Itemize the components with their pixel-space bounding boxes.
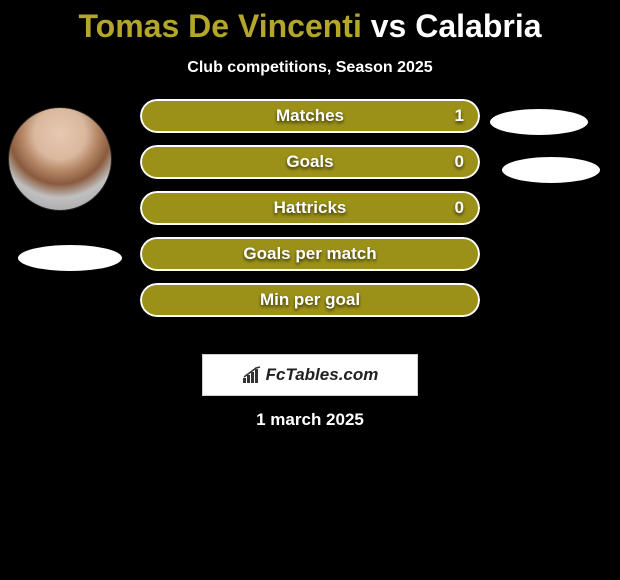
stat-bar-label: Matches (140, 106, 480, 126)
stat-bar-row: Hattricks0 (140, 191, 480, 225)
title-player1: Tomas De Vincenti (79, 8, 362, 44)
page-title: Tomas De Vincenti vs Calabria (0, 0, 620, 45)
player2-pill-2 (502, 157, 600, 183)
stat-bar-row: Goals per match (140, 237, 480, 271)
stat-bar-label: Hattricks (140, 198, 480, 218)
stat-bars: Matches1Goals0Hattricks0Goals per matchM… (140, 99, 480, 329)
stat-bar-label: Goals per match (140, 244, 480, 264)
fctables-logo-box: FcTables.com (202, 354, 418, 396)
chart-icon (242, 366, 262, 384)
stat-bar-label: Min per goal (140, 290, 480, 310)
stat-bar-row: Min per goal (140, 283, 480, 317)
player1-name-pill (18, 245, 122, 271)
player2-pill-1 (490, 109, 588, 135)
subtitle: Club competitions, Season 2025 (0, 59, 620, 77)
stat-bar-row: Goals0 (140, 145, 480, 179)
stat-bar-value: 0 (455, 198, 464, 218)
title-vs: vs (362, 8, 415, 44)
comparison-content: Matches1Goals0Hattricks0Goals per matchM… (0, 109, 620, 349)
player1-avatar (8, 107, 112, 211)
stat-bar-row: Matches1 (140, 99, 480, 133)
stat-bar-value: 1 (455, 106, 464, 126)
fctables-logo-text: FcTables.com (266, 365, 379, 385)
stat-bar-label: Goals (140, 152, 480, 172)
stat-bar-value: 0 (455, 152, 464, 172)
title-player2: Calabria (415, 8, 541, 44)
date-text: 1 march 2025 (0, 410, 620, 430)
